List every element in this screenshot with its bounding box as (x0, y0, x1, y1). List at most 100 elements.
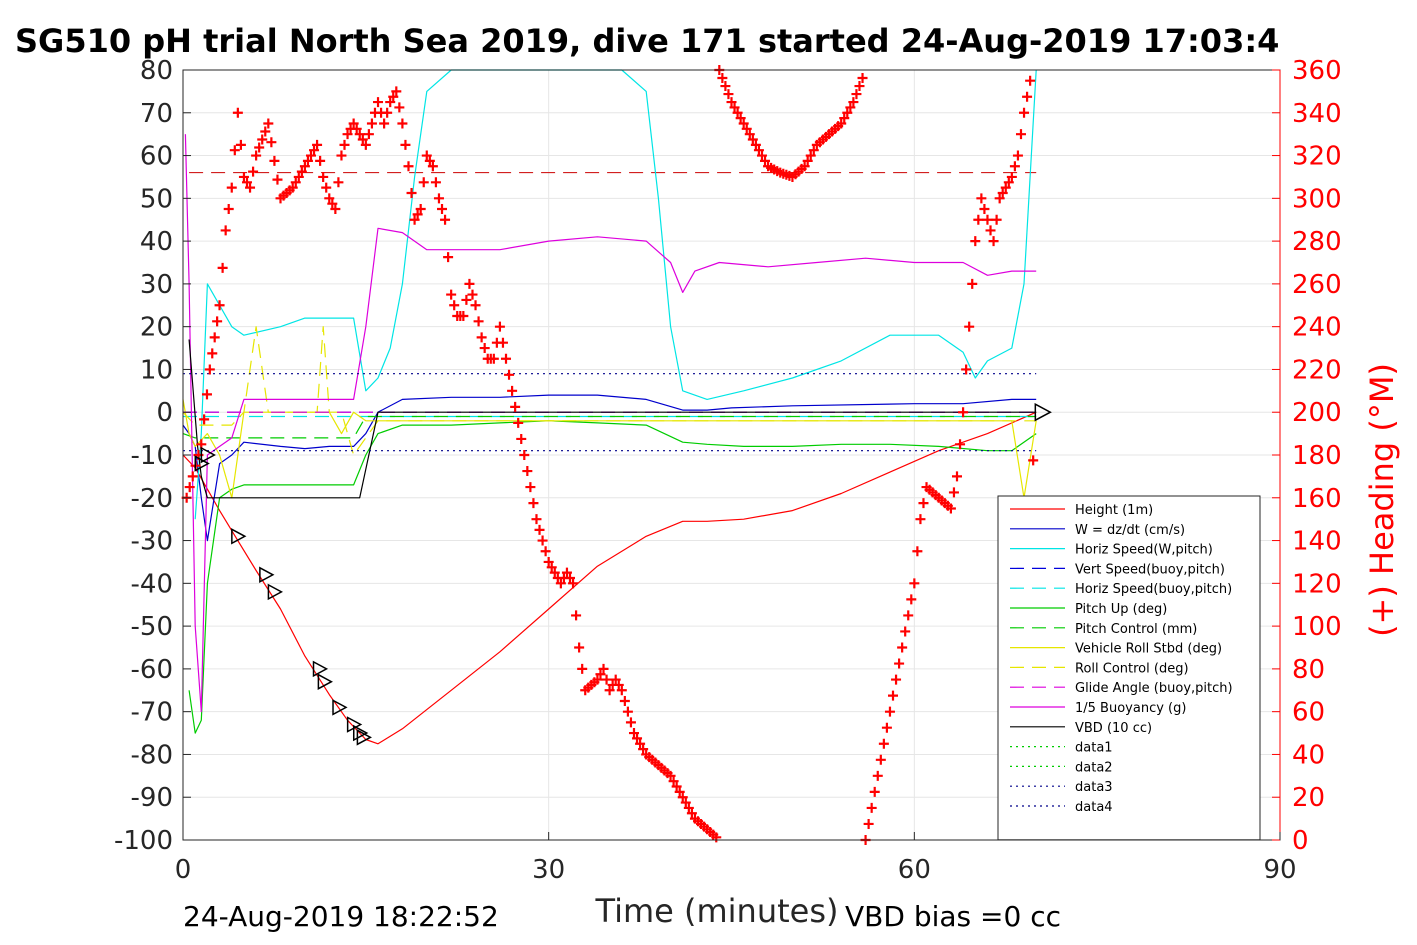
heading-marker (574, 642, 585, 653)
heading-marker (1003, 177, 1014, 188)
legend-label: Vert Speed(buoy,pitch) (1075, 562, 1225, 577)
heading-marker (458, 310, 469, 321)
y-tick-label: -60 (131, 655, 173, 685)
heading-marker (293, 171, 304, 182)
heading-marker (1015, 129, 1026, 140)
x-tick-label: 60 (898, 855, 931, 885)
series-line-10 (184, 134, 1037, 713)
heading-marker (470, 300, 481, 311)
heading-marker (473, 316, 484, 327)
heading-marker (571, 610, 582, 621)
y-right-tick-label: 40 (1292, 740, 1325, 770)
heading-marker (245, 182, 256, 193)
series-line-0 (182, 411, 1037, 745)
heading-marker (857, 73, 868, 84)
heading-marker (726, 97, 737, 108)
heading-marker (290, 177, 301, 188)
heading-marker (808, 145, 819, 156)
heading-marker (327, 198, 338, 209)
heading-marker (342, 129, 353, 140)
heading-marker (872, 770, 883, 781)
heading-marker (958, 407, 969, 418)
legend-label: Roll Control (deg) (1075, 661, 1189, 676)
heading-marker (805, 150, 816, 161)
heading-marker (665, 770, 676, 781)
heading-marker (330, 204, 341, 215)
heading-marker (632, 733, 643, 744)
heading-marker (955, 439, 966, 450)
y-tick-label: -30 (131, 527, 173, 557)
heading-marker (260, 126, 271, 137)
heading-marker (616, 685, 627, 696)
heading-marker (430, 177, 441, 188)
heading-marker (412, 209, 423, 220)
heading-marker (979, 204, 990, 215)
y-right-tick-label: 300 (1292, 184, 1342, 214)
heading-marker (209, 332, 220, 343)
y-tick-label: -40 (131, 569, 173, 599)
y-right-tick-label: 80 (1292, 655, 1325, 685)
heading-marker (735, 113, 746, 124)
triangle-markers (194, 402, 1052, 746)
heading-marker (385, 97, 396, 108)
heading-marker (683, 802, 694, 813)
heading-marker (836, 118, 847, 129)
y-axis-right-label: (+) Heading (°M) (1363, 363, 1401, 637)
heading-marker (610, 674, 621, 685)
heading-marker (848, 97, 859, 108)
heading-marker (257, 134, 268, 145)
heading-marker (363, 129, 374, 140)
x-tick-label: 0 (175, 855, 192, 885)
heading-marker (537, 535, 548, 546)
legend-label: data4 (1075, 800, 1113, 815)
heading-marker (525, 482, 536, 493)
legend-label: Height (1m) (1075, 503, 1153, 518)
legend-label: data2 (1075, 760, 1113, 775)
heading-marker (945, 503, 956, 514)
series-line-5 (188, 420, 1037, 734)
heading-marker (333, 177, 344, 188)
heading-marker (604, 685, 615, 696)
heading-marker (299, 161, 310, 172)
heading-marker (961, 364, 972, 375)
heading-marker (1025, 75, 1036, 86)
heading-marker (305, 150, 316, 161)
heading-marker (628, 728, 639, 739)
heading-marker (677, 792, 688, 803)
heading-marker (516, 433, 527, 444)
dive-triangle-marker (267, 583, 283, 601)
y-tick-label: 20 (140, 313, 173, 343)
heading-marker (884, 706, 895, 717)
legend-label: data1 (1075, 741, 1113, 756)
heading-marker (997, 187, 1008, 198)
heading-marker (595, 669, 606, 680)
y-right-tick-label: 100 (1292, 612, 1342, 642)
heading-marker (241, 177, 252, 188)
legend-label: Pitch Up (deg) (1075, 602, 1167, 617)
heading-marker (1000, 182, 1011, 193)
heading-marker (863, 818, 874, 829)
heading-marker (894, 658, 905, 669)
heading-marker (226, 182, 237, 193)
heading-marker (446, 289, 457, 300)
heading-marker (1006, 171, 1017, 182)
y-tick-label: -80 (131, 740, 173, 770)
heading-marker (357, 134, 368, 145)
y-tick-label: -20 (131, 484, 173, 514)
heading-marker (854, 81, 865, 92)
heading-marker (906, 594, 917, 605)
y-tick-label: 80 (140, 56, 173, 86)
y-axis-right: 3603403203002802602402202001801601401201… (1272, 56, 1342, 856)
heading-marker (351, 123, 362, 134)
heading-marker (348, 118, 359, 129)
heading-marker (760, 155, 771, 166)
legend-label: VBD (10 cc) (1075, 721, 1152, 736)
heading-marker (476, 332, 487, 343)
heading-marker (897, 642, 908, 653)
heading-marker (888, 690, 899, 701)
x-axis-label: Time (minutes) (595, 892, 839, 930)
heading-marker (251, 150, 262, 161)
heading-marker (991, 214, 1002, 225)
heading-marker (564, 572, 575, 583)
heading-marker (753, 145, 764, 156)
